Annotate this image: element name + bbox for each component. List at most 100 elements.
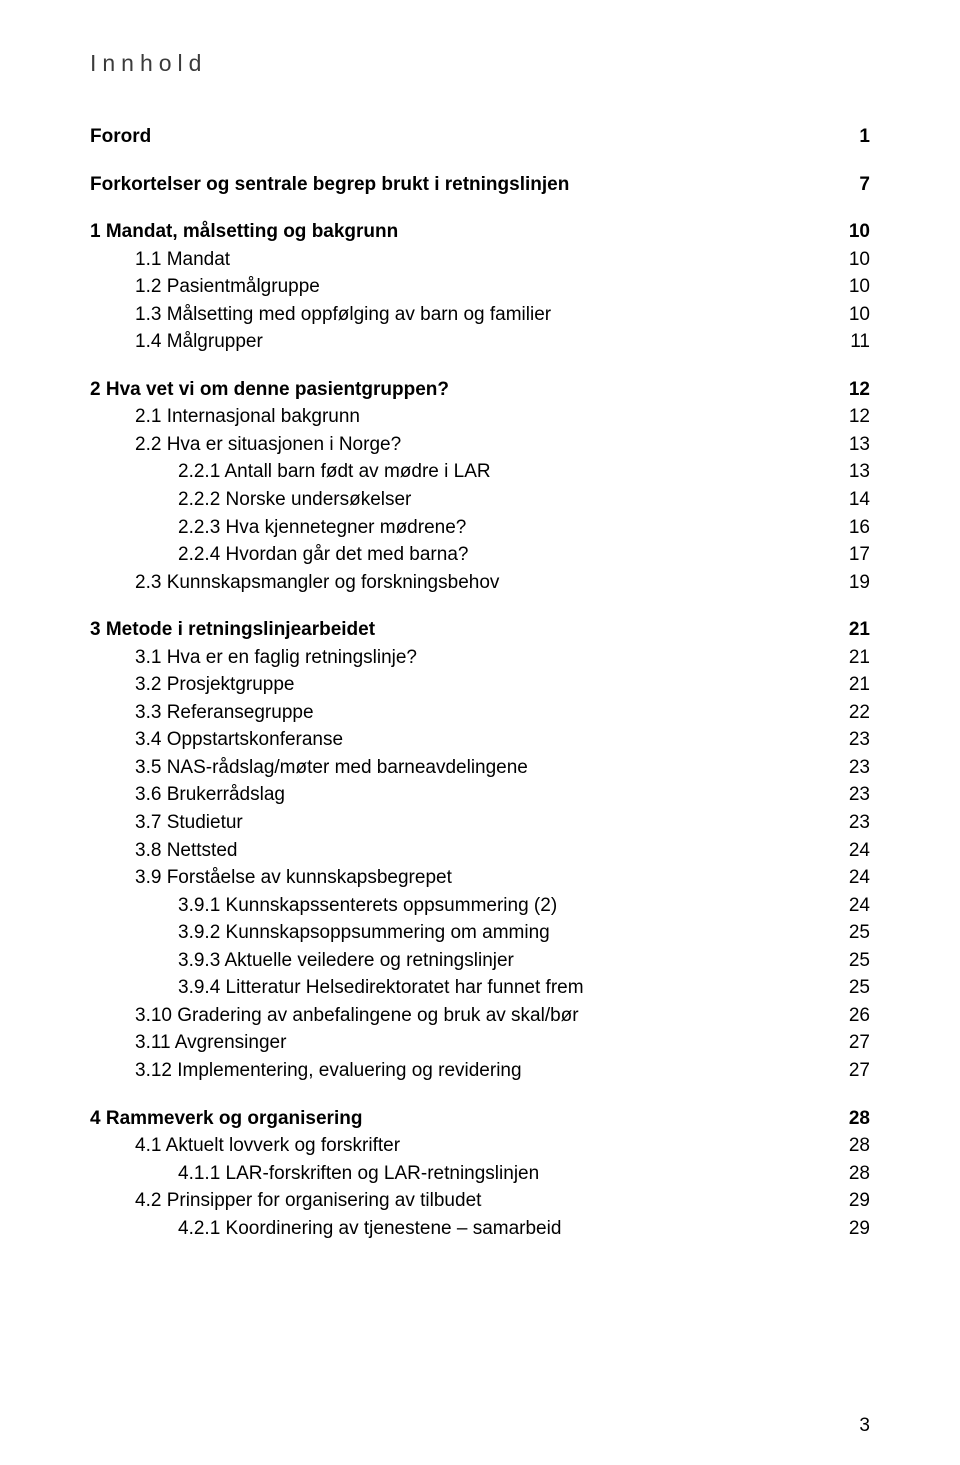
toc-label: 4 Rammeverk og organisering	[90, 1105, 835, 1133]
toc-row: 4.2.1 Koordinering av tjenestene – samar…	[90, 1215, 870, 1243]
toc-row: 1.1 Mandat10	[90, 246, 870, 274]
toc-row: 3.9.4 Litteratur Helsedirektoratet har f…	[90, 974, 870, 1002]
toc-page: 10	[835, 246, 870, 274]
toc-page: 29	[835, 1215, 870, 1243]
toc-label: 2.1 Internasjonal bakgrunn	[135, 403, 835, 431]
toc-row: 4.1 Aktuelt lovverk og forskrifter28	[90, 1132, 870, 1160]
page-number: 3	[859, 1415, 870, 1437]
toc-page: 12	[835, 376, 870, 404]
toc-label: 3.4 Oppstartskonferanse	[135, 726, 835, 754]
toc-label: Forkortelser og sentrale begrep brukt i …	[90, 171, 845, 199]
toc-page: 10	[835, 273, 870, 301]
toc-page: 21	[835, 671, 870, 699]
toc-row: 2.3 Kunnskapsmangler og forskningsbehov1…	[90, 569, 870, 597]
toc-page: 19	[835, 569, 870, 597]
toc-page: 10	[835, 218, 870, 246]
toc-row: 3.9.1 Kunnskapssenterets oppsummering (2…	[90, 892, 870, 920]
document-title: Innhold	[90, 50, 870, 77]
toc-page: 14	[835, 486, 870, 514]
toc-label: 2.2 Hva er situasjonen i Norge?	[135, 431, 835, 459]
toc-row: 3.10 Gradering av anbefalingene og bruk …	[90, 1002, 870, 1030]
toc-page: 23	[835, 781, 870, 809]
toc-label: 1.3 Målsetting med oppfølging av barn og…	[135, 301, 835, 329]
toc-page: 22	[835, 699, 870, 727]
toc-page: 25	[835, 947, 870, 975]
toc-row: 3 Metode i retningslinjearbeidet21	[90, 616, 870, 644]
toc-label: 1.4 Målgrupper	[135, 328, 836, 356]
toc-label: 2.2.1 Antall barn født av mødre i LAR	[178, 458, 835, 486]
toc-page: 28	[835, 1132, 870, 1160]
toc-label: 3.12 Implementering, evaluering og revid…	[135, 1057, 835, 1085]
toc-page: 27	[835, 1057, 870, 1085]
toc-row: 3.1 Hva er en faglig retningslinje?21	[90, 644, 870, 672]
toc-row: 3.4 Oppstartskonferanse23	[90, 726, 870, 754]
toc-page: 24	[835, 892, 870, 920]
toc-page: 25	[835, 974, 870, 1002]
toc-label: 3.9.1 Kunnskapssenterets oppsummering (2…	[178, 892, 835, 920]
toc-label: 2.2.4 Hvordan går det med barna?	[178, 541, 835, 569]
toc-row: 2.2.4 Hvordan går det med barna?17	[90, 541, 870, 569]
toc-label: 3.2 Prosjektgruppe	[135, 671, 835, 699]
toc-label: 2 Hva vet vi om denne pasientgruppen?	[90, 376, 835, 404]
toc-label: 4.2 Prinsipper for organisering av tilbu…	[135, 1187, 835, 1215]
toc-page: 24	[835, 864, 870, 892]
toc-page: 27	[835, 1029, 870, 1057]
toc-page: 12	[835, 403, 870, 431]
toc-row: 1.2 Pasientmålgruppe10	[90, 273, 870, 301]
toc-row: 3.12 Implementering, evaluering og revid…	[90, 1057, 870, 1085]
toc-page: 26	[835, 1002, 870, 1030]
toc-row: 4.2 Prinsipper for organisering av tilbu…	[90, 1187, 870, 1215]
toc-row: 3.9.3 Aktuelle veiledere og retningslinj…	[90, 947, 870, 975]
toc-page: 25	[835, 919, 870, 947]
toc-row: 3.6 Brukerrådslag23	[90, 781, 870, 809]
toc-row: 2.2.1 Antall barn født av mødre i LAR13	[90, 458, 870, 486]
toc-label: 4.1.1 LAR-forskriften og LAR-retningslin…	[178, 1160, 835, 1188]
toc-page: 1	[845, 123, 870, 151]
toc-row: Forord1	[90, 123, 870, 151]
toc-label: 3.3 Referansegruppe	[135, 699, 835, 727]
page: Innhold Forord1Forkortelser og sentrale …	[0, 0, 960, 1465]
toc-label: 3.7 Studietur	[135, 809, 835, 837]
toc-page: 23	[835, 809, 870, 837]
toc-row: 3.3 Referansegruppe22	[90, 699, 870, 727]
toc-row: 3.8 Nettsted24	[90, 837, 870, 865]
toc-page: 28	[835, 1105, 870, 1133]
toc-row: 4.1.1 LAR-forskriften og LAR-retningslin…	[90, 1160, 870, 1188]
toc-page: 24	[835, 837, 870, 865]
toc-row: 3.5 NAS-rådslag/møter med barneavdelinge…	[90, 754, 870, 782]
toc-label: 3.9.4 Litteratur Helsedirektoratet har f…	[178, 974, 835, 1002]
toc-row: 4 Rammeverk og organisering28	[90, 1105, 870, 1133]
toc-row: 1.4 Målgrupper11	[90, 328, 870, 356]
toc-row: 2.2.2 Norske undersøkelser14	[90, 486, 870, 514]
toc-label: 2.2.3 Hva kjennetegner mødrene?	[178, 514, 835, 542]
toc-label: 2.3 Kunnskapsmangler og forskningsbehov	[135, 569, 835, 597]
toc-page: 10	[835, 301, 870, 329]
toc-page: 28	[835, 1160, 870, 1188]
toc-page: 13	[835, 431, 870, 459]
toc-label: 3.1 Hva er en faglig retningslinje?	[135, 644, 835, 672]
toc-label: 3.6 Brukerrådslag	[135, 781, 835, 809]
toc-row: 2.1 Internasjonal bakgrunn12	[90, 403, 870, 431]
toc-label: Forord	[90, 123, 845, 151]
toc-label: 1 Mandat, målsetting og bakgrunn	[90, 218, 835, 246]
toc-page: 17	[835, 541, 870, 569]
toc-page: 11	[836, 328, 870, 356]
toc-row: 1 Mandat, målsetting og bakgrunn10	[90, 218, 870, 246]
toc-row: 3.9.2 Kunnskapsoppsummering om amming25	[90, 919, 870, 947]
toc-row: 2 Hva vet vi om denne pasientgruppen?12	[90, 376, 870, 404]
toc-label: 4.2.1 Koordinering av tjenestene – samar…	[178, 1215, 835, 1243]
toc-label: 1.1 Mandat	[135, 246, 835, 274]
toc-page: 16	[835, 514, 870, 542]
toc-label: 3.11 Avgrensinger	[135, 1029, 835, 1057]
toc-label: 2.2.2 Norske undersøkelser	[178, 486, 835, 514]
toc-page: 13	[835, 458, 870, 486]
toc-label: 3.8 Nettsted	[135, 837, 835, 865]
toc-page: 23	[835, 726, 870, 754]
toc-row: 1.3 Målsetting med oppfølging av barn og…	[90, 301, 870, 329]
toc-label: 1.2 Pasientmålgruppe	[135, 273, 835, 301]
toc-row: 3.11 Avgrensinger27	[90, 1029, 870, 1057]
toc-label: 3.5 NAS-rådslag/møter med barneavdelinge…	[135, 754, 835, 782]
toc-label: 4.1 Aktuelt lovverk og forskrifter	[135, 1132, 835, 1160]
toc-row: 3.2 Prosjektgruppe21	[90, 671, 870, 699]
toc-page: 23	[835, 754, 870, 782]
